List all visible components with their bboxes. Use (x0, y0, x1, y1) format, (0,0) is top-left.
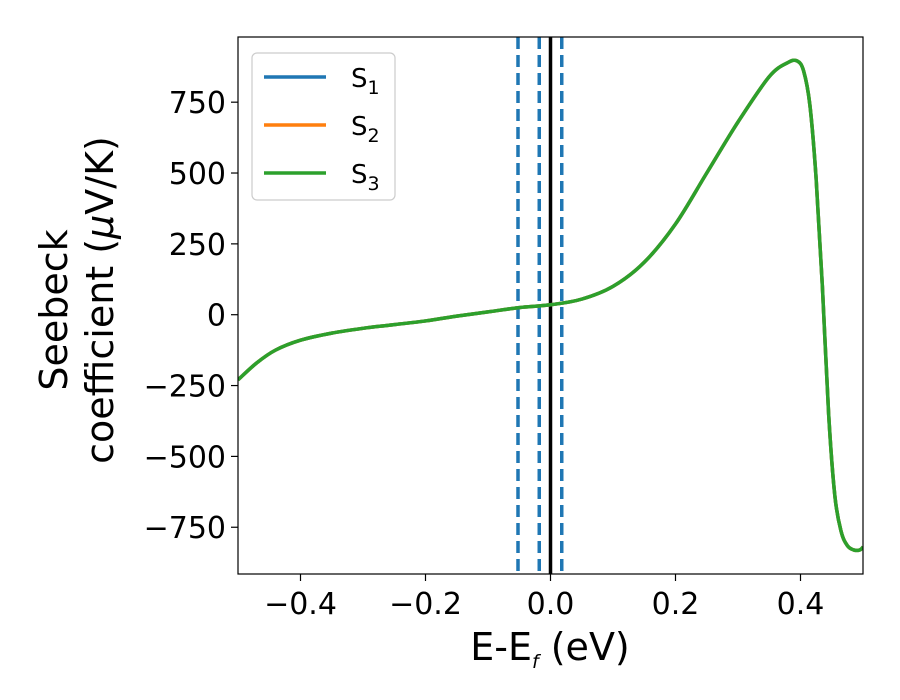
y-tick-label: −250 (144, 370, 226, 405)
legend: S1 S2 S3 (251, 52, 396, 201)
y-tick-label: 750 (169, 86, 226, 121)
y-tick-label: 500 (169, 157, 226, 192)
legend-label: S2 (351, 112, 380, 147)
y-axis-title-line2: coefficient (μV/K) (78, 136, 122, 464)
x-tick-label: 0.0 (527, 587, 575, 622)
y-axis-ticks: 750 500 250 0 −250 −500 −750 (144, 86, 238, 546)
x-tick-label: 0.4 (777, 587, 825, 622)
y-tick-label: −750 (144, 511, 226, 546)
legend-label: S1 (351, 64, 380, 99)
series-layer (238, 58, 863, 553)
y-tick-label: 250 (169, 228, 226, 263)
series-line-s3 (238, 58, 863, 553)
y-axis-title-line1: Seebeck (32, 229, 76, 390)
x-tick-label: 0.2 (652, 587, 700, 622)
y-tick-label: 0 (207, 299, 226, 334)
x-tick-label: −0.2 (389, 587, 462, 622)
x-axis-ticks: −0.4 −0.2 0.0 0.2 0.4 (264, 574, 824, 622)
y-axis-title: Seebeck coefficient (μV/K) (32, 136, 122, 464)
x-tick-label: −0.4 (264, 587, 337, 622)
x-axis-title: E-Ef (eV) (470, 625, 630, 673)
y-tick-label: −500 (144, 440, 226, 475)
legend-label: S3 (351, 160, 380, 195)
